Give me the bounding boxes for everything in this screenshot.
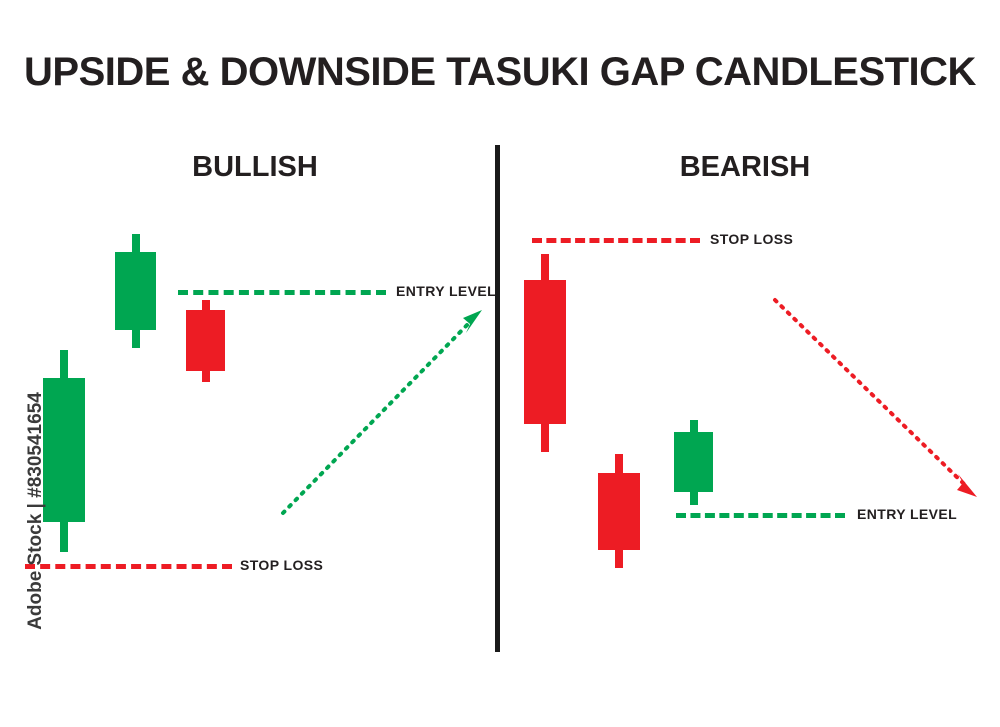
heading-bearish: BEARISH (679, 151, 811, 183)
candle-bearish-1 (524, 254, 566, 452)
candle-body (674, 432, 713, 492)
stop-loss-line-bullish (25, 564, 232, 569)
candle-bullish-1 (43, 350, 85, 552)
candle-body (524, 280, 566, 424)
entry-level-label-bullish: ENTRY LEVEL (396, 283, 497, 299)
entry-level-line-bullish (178, 290, 386, 295)
candle-body (115, 252, 156, 330)
candle-bullish-3 (186, 300, 225, 382)
candle-bullish-2 (115, 234, 156, 348)
page-title: UPSIDE & DOWNSIDE TASUKI GAP CANDLESTICK (24, 50, 976, 94)
stop-loss-label-bullish: STOP LOSS (240, 557, 324, 573)
candle-body (43, 378, 85, 522)
candle-bearish-3 (674, 420, 713, 505)
panel-divider (495, 145, 500, 652)
candle-body (598, 473, 640, 550)
stop-loss-line-bearish (532, 238, 700, 243)
stop-loss-label-bearish: STOP LOSS (710, 231, 794, 247)
watermark-text: Adobe Stock | #830541654 (25, 392, 46, 630)
candle-bearish-2 (598, 454, 640, 568)
entry-level-line-bearish (676, 513, 845, 518)
heading-bullish: BULLISH (192, 151, 318, 183)
entry-level-label-bearish: ENTRY LEVEL (857, 506, 958, 522)
candle-body (186, 310, 225, 371)
